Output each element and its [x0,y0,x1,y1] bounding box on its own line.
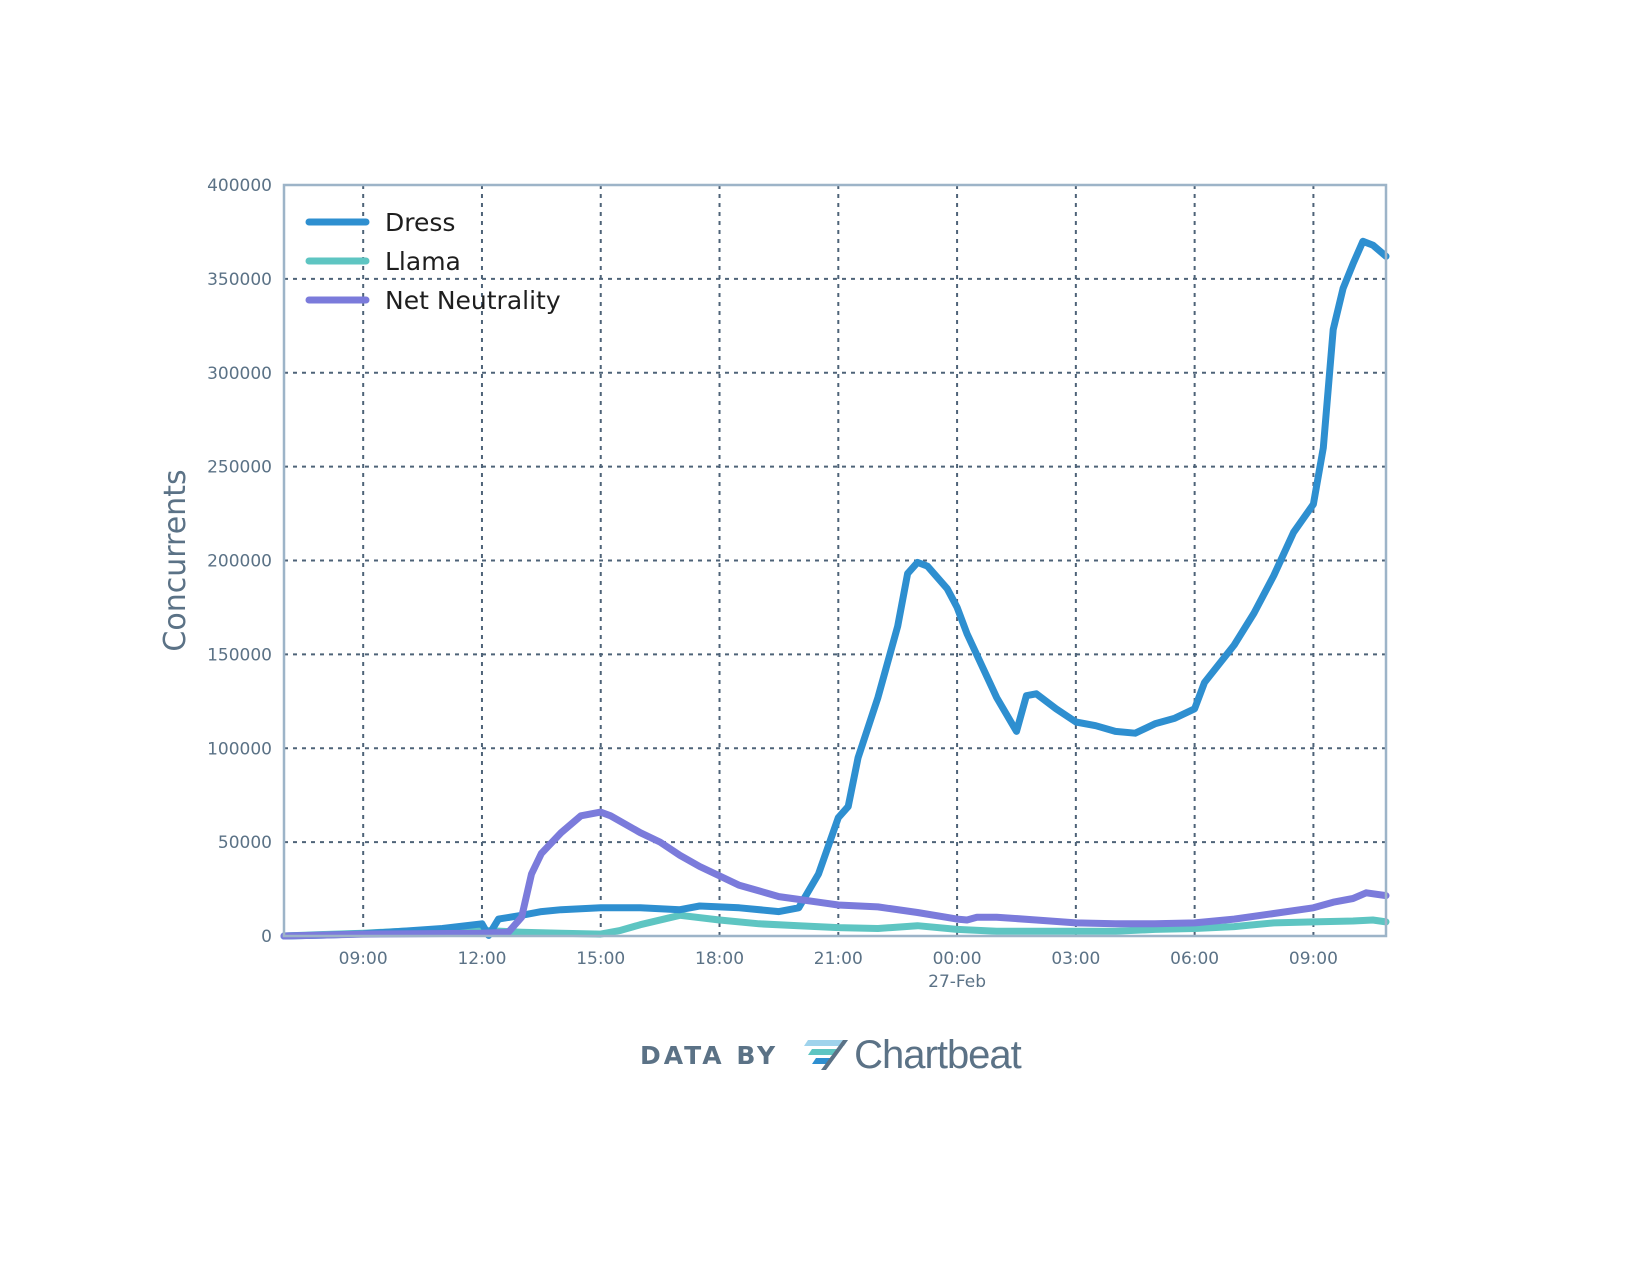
x-axis-ticks: 09:00 12:00 15:00 18:00 21:00 00:00 27-Feb 03:0… [339,949,1338,992]
series-line-dress [280,237,1390,940]
chart-grid [284,184,1386,936]
y-tick-label: 50000 [218,833,272,853]
chart-series [280,237,1390,940]
credit-prefix: DATA BY [640,1040,779,1070]
plot-frame [282,183,1388,938]
y-tick-label: 0 [261,927,272,947]
y-tick-label: 150000 [207,645,272,665]
x-tick-label: 03:00 [1051,949,1100,969]
y-tick-label: 200000 [207,552,272,572]
series-line-net-neutrality [280,808,1390,940]
legend-label: Dress [385,208,455,237]
x-tick-label: 12:00 [457,949,506,969]
y-tick-label: 350000 [207,270,272,290]
data-credit: DATA BY Chartbeat [640,1030,1022,1080]
y-axis-title: Concurrents [158,469,193,651]
chartbeat-logo: Chartbeat [804,1032,1022,1078]
x-tick-label: 06:00 [1170,949,1219,969]
x-tick-label: 15:00 [576,949,625,969]
y-tick-label: 300000 [207,364,272,384]
x-tick-label: 00:00 [933,949,982,969]
y-tick-label: 100000 [207,739,272,759]
x-tick-label: 09:00 [339,949,388,969]
y-axis-ticks: 0 50000 100000 150000 200000 250000 300000 3500… [207,176,272,947]
chartbeat-logo-icon [804,1040,849,1070]
y-tick-label: 250000 [207,458,272,478]
legend-label: Llama [385,247,461,276]
x-tick-label: 18:00 [695,949,744,969]
chart-legend: Dress Llama Net Neutrality [305,208,561,315]
x-tick-label: 09:00 [1289,949,1338,969]
x-tick-sublabel: 27-Feb [928,972,986,992]
legend-label: Net Neutrality [385,286,561,315]
y-tick-label: 400000 [207,176,272,196]
credit-brand: Chartbeat [854,1032,1022,1077]
x-tick-label: 21:00 [814,949,863,969]
